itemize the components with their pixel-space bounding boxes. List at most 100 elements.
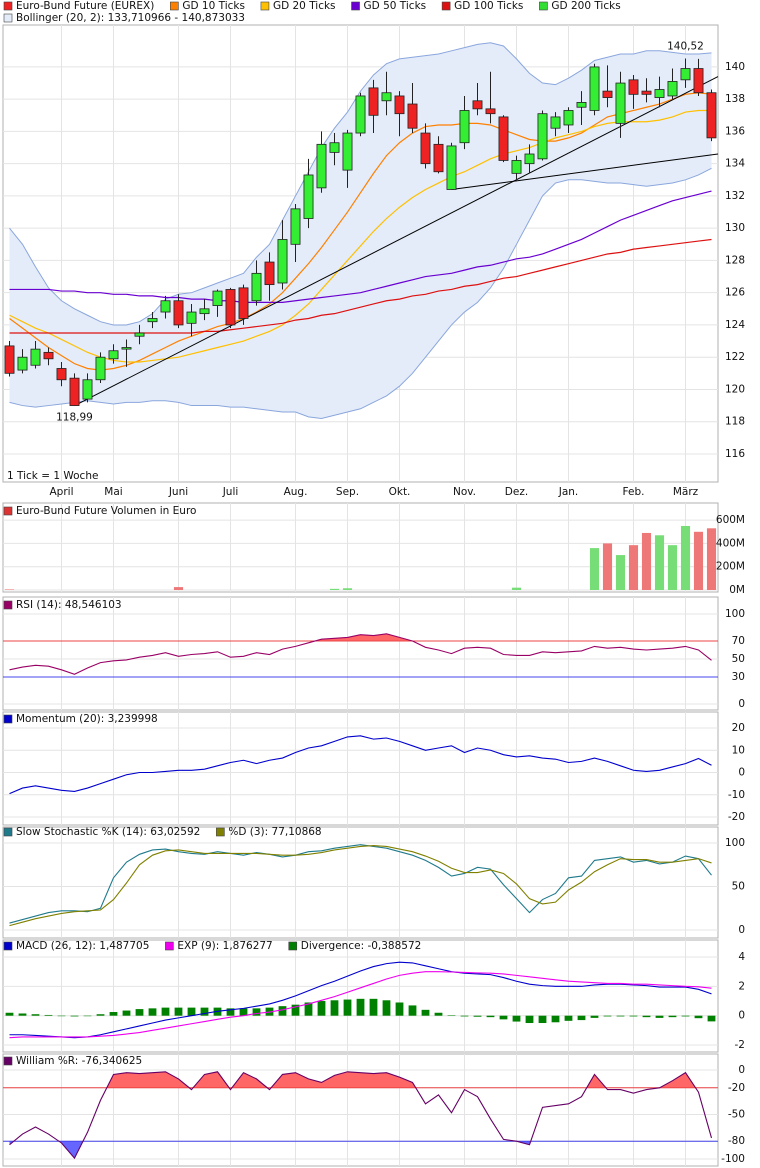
candle-body — [238, 287, 249, 319]
y-tick-label: 116 — [725, 448, 745, 460]
divergence-bar — [18, 1013, 27, 1016]
divergence-bar — [616, 1015, 625, 1017]
legend-label: RSI (14): 48,546103 — [16, 599, 122, 611]
divergence-bar — [499, 1015, 508, 1020]
y-tick-label: 118 — [725, 416, 745, 428]
trendline — [451, 153, 719, 190]
x-tick-label: Juli — [222, 486, 239, 498]
volume-bar — [4, 589, 15, 590]
y-tick-label: -50 — [728, 1109, 745, 1121]
divergence-bar — [655, 1015, 664, 1018]
divergence-bar — [486, 1015, 495, 1018]
y-tick-label: 70 — [732, 635, 745, 647]
divergence-bar — [109, 1012, 118, 1016]
divergence-bar — [460, 1015, 469, 1017]
candle-body — [407, 103, 418, 129]
legend-label: GD 10 Ticks — [182, 0, 245, 12]
divergence-bar — [694, 1015, 703, 1019]
candle-body — [290, 208, 301, 245]
candle-body — [511, 160, 522, 174]
candle-body — [160, 300, 171, 313]
candle-body — [693, 68, 704, 94]
divergence-bar — [395, 1002, 404, 1016]
moving-average-line — [9, 238, 712, 334]
divergence-bar — [356, 998, 365, 1016]
divergence-bar — [564, 1015, 573, 1021]
candle-body — [472, 100, 483, 110]
candle-body — [316, 143, 327, 189]
y-tick-label: -10 — [728, 789, 745, 801]
y-tick-label: 0M — [729, 584, 745, 596]
divergence-bar — [291, 1004, 300, 1016]
volume-bar — [342, 588, 353, 590]
panel-frame — [2, 826, 719, 939]
candle-body — [576, 102, 587, 108]
y-tick-label: 130 — [725, 222, 745, 234]
divergence-bar — [590, 1015, 599, 1018]
legend-swatch — [351, 1, 360, 11]
candle-body — [563, 110, 574, 126]
candle-body — [303, 174, 314, 219]
panel-frame — [2, 939, 719, 1053]
volume-bar — [329, 588, 340, 590]
y-tick-label: 0 — [738, 1010, 745, 1022]
y-tick-label: 4 — [738, 951, 745, 963]
volume-bar — [511, 587, 522, 590]
oversold-fill — [9, 1141, 712, 1159]
x-tick-label: Nov. — [453, 486, 476, 498]
legend-swatch — [260, 1, 270, 11]
indicator-line — [9, 845, 712, 927]
candle-body — [589, 66, 600, 111]
divergence-bar — [421, 1009, 430, 1016]
x-tick-label: März — [673, 486, 699, 498]
volume-bar — [706, 528, 717, 590]
legend-label: Divergence: -0,388572 — [301, 940, 422, 952]
divergence-bar — [161, 1007, 170, 1016]
candle-body — [173, 300, 184, 326]
legend-label: Euro-Bund Future Volumen in Euro — [16, 505, 196, 517]
legend-label: GD 50 Ticks — [364, 0, 427, 12]
indicator-line — [9, 735, 712, 795]
indicator-line — [9, 844, 712, 924]
y-tick-label: 140 — [725, 61, 745, 73]
divergence-bar — [473, 1015, 482, 1017]
divergence-bar — [538, 1015, 547, 1024]
candle-body — [459, 110, 470, 144]
divergence-bar — [5, 1012, 14, 1016]
divergence-bar — [200, 1007, 209, 1016]
x-tick-label: Sep. — [336, 486, 359, 498]
legend-label: Momentum (20): 3,239998 — [16, 713, 158, 725]
y-tick-label: 400M — [716, 537, 745, 549]
legend-label: Bollinger (20, 2): 133,710966 - 140,8730… — [16, 12, 245, 24]
legend-label: GD 20 Ticks — [273, 0, 336, 12]
candle-body — [680, 68, 691, 81]
candle-body — [251, 272, 262, 302]
candle-body — [17, 356, 28, 371]
candle-body — [82, 379, 93, 400]
divergence-bar — [681, 1015, 690, 1017]
y-tick-label: 600M — [716, 514, 745, 526]
legend-label: William %R: -76,340625 — [16, 1055, 142, 1067]
candle-body — [355, 95, 366, 134]
divergence-bar — [642, 1015, 651, 1018]
divergence-bar — [148, 1008, 157, 1016]
legend-label: %D (3): 77,10868 — [228, 826, 321, 838]
divergence-bar — [174, 1007, 183, 1016]
legend-label: MACD (26, 12): 1,487705 — [16, 940, 149, 952]
candle-body — [342, 132, 353, 171]
y-tick-label: 124 — [725, 319, 745, 331]
legend-swatch — [3, 941, 13, 951]
candle-body — [420, 132, 431, 165]
candle-body — [212, 290, 223, 306]
candle-body — [498, 116, 509, 161]
y-tick-label: 30 — [732, 671, 745, 683]
divergence-bar — [226, 1008, 235, 1016]
divergence-bar — [434, 1012, 443, 1016]
divergence-bar — [369, 998, 378, 1016]
y-tick-label: -100 — [721, 1153, 745, 1165]
candle-body — [485, 108, 496, 115]
candle-body — [602, 90, 613, 98]
price-annotation: 140,52 — [667, 41, 704, 53]
divergence-bar — [603, 1015, 612, 1017]
y-tick-label: 134 — [725, 158, 745, 170]
